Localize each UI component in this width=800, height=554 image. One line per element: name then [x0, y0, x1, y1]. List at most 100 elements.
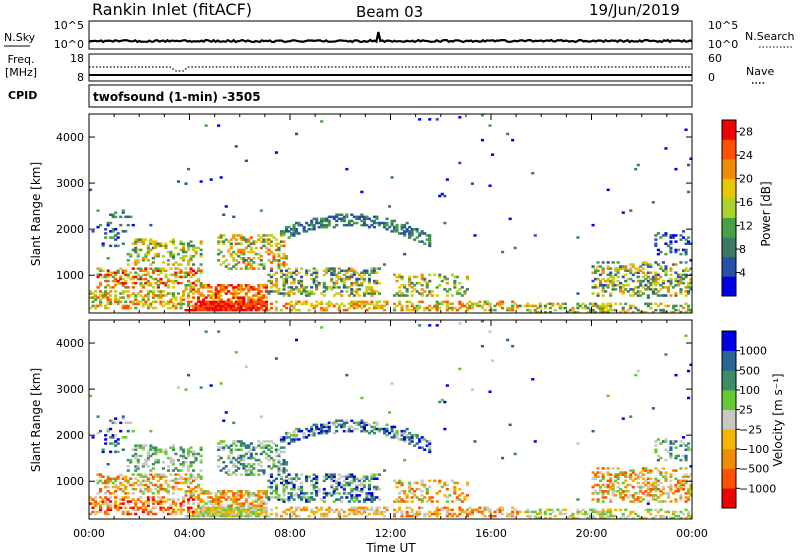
velocity-cell: [408, 438, 412, 441]
velocity-cell: [450, 514, 454, 518]
power-cell: [556, 302, 560, 306]
power-cell: [345, 167, 349, 171]
velocity-cell: [669, 475, 673, 478]
velocity-cell: [355, 496, 359, 499]
velocity-cell: [322, 492, 326, 495]
velocity-cell: [242, 444, 246, 447]
velocity-cell: [151, 467, 155, 470]
velocity-cell: [578, 510, 582, 514]
power-cell: [247, 290, 251, 293]
power-cell: [599, 265, 603, 268]
power-cell: [352, 290, 356, 293]
velocity-cell: [305, 498, 309, 501]
velocity-cell: [656, 479, 660, 483]
velocity-cell: [141, 463, 145, 466]
power-cell: [257, 306, 261, 310]
velocity-cell: [104, 442, 108, 445]
power-cell: [264, 240, 268, 243]
velocity-cell: [674, 510, 678, 514]
velocity-cell: [176, 481, 180, 485]
velocity-cell: [687, 475, 691, 478]
velocity-cell: [310, 508, 314, 512]
power-cell: [264, 250, 268, 254]
power-cell: [204, 300, 208, 304]
velocity-cell: [174, 485, 178, 489]
power-cell: [335, 215, 339, 219]
velocity-cell: [674, 373, 678, 377]
power-cell: [279, 275, 283, 279]
power-cell: [443, 194, 447, 198]
velocity-cell: [310, 496, 314, 499]
power-cell: [237, 296, 241, 299]
velocity-cell: [438, 508, 442, 512]
power-cell: [242, 252, 246, 256]
velocity-cell: [661, 485, 665, 489]
power-cell: [611, 275, 615, 279]
power-cell: [189, 275, 193, 279]
power-cell: [335, 275, 339, 279]
velocity-cell: [682, 475, 686, 478]
power-cell: [315, 279, 319, 283]
power-cell: [367, 279, 371, 283]
velocity-cell: [252, 494, 256, 497]
velocity-cell: [636, 496, 640, 499]
power-cell: [682, 306, 686, 310]
velocity-cell: [325, 492, 329, 495]
power-cell: [114, 273, 118, 277]
velocity-cell: [488, 390, 492, 393]
velocity-cell: [671, 440, 675, 443]
velocity-cell: [194, 458, 198, 462]
velocity-cell: [332, 431, 336, 435]
velocity-cell: [204, 330, 208, 333]
velocity-cell: [252, 508, 256, 512]
power-cell: [224, 306, 228, 310]
power-cell: [234, 290, 238, 293]
velocity-cell: [327, 473, 331, 476]
velocity-cell: [104, 485, 108, 489]
power-cell: [182, 292, 186, 295]
velocity-cell: [636, 498, 640, 501]
velocity-cell: [189, 473, 193, 476]
power-cell: [139, 275, 143, 279]
velocity-cell: [546, 508, 550, 512]
power-cell: [342, 223, 346, 227]
velocity-cell: [292, 512, 296, 516]
velocity-cell: [156, 496, 160, 499]
power-cell: [96, 275, 100, 279]
velocity-cell: [367, 492, 371, 495]
velocity-cell: [591, 492, 595, 495]
velocity-cell: [367, 479, 371, 483]
velocity-cell: [169, 461, 173, 464]
power-cell: [214, 288, 218, 291]
power-cell: [194, 302, 198, 306]
velocity-cell: [307, 500, 311, 503]
velocity-cell: [282, 469, 286, 472]
power-cell: [609, 292, 613, 295]
power-cell: [644, 261, 648, 264]
power-cell: [443, 288, 447, 291]
velocity-cell: [435, 512, 439, 516]
velocity-cell: [179, 506, 183, 510]
velocity-cell: [320, 427, 324, 431]
velocity-cell: [644, 467, 648, 470]
power-cell: [111, 213, 115, 216]
power-cell: [151, 300, 155, 304]
power-cell: [355, 277, 359, 281]
velocity-cell: [229, 508, 233, 512]
power-cell: [247, 267, 251, 270]
velocity-cell: [272, 496, 276, 499]
velocity-cell: [129, 483, 133, 487]
velocity-cell: [224, 492, 228, 495]
power-cell: [619, 288, 623, 291]
velocity-cell: [372, 512, 376, 516]
power-cell: [131, 286, 135, 289]
power-cell: [104, 290, 108, 293]
power-cell: [184, 308, 188, 312]
power-cell: [234, 308, 238, 312]
velocity-cell: [558, 510, 562, 514]
power-cell: [189, 269, 193, 272]
power-cell: [465, 308, 469, 312]
power-cell: [385, 302, 389, 306]
power-cell: [601, 288, 605, 291]
power-cell: [219, 236, 223, 239]
